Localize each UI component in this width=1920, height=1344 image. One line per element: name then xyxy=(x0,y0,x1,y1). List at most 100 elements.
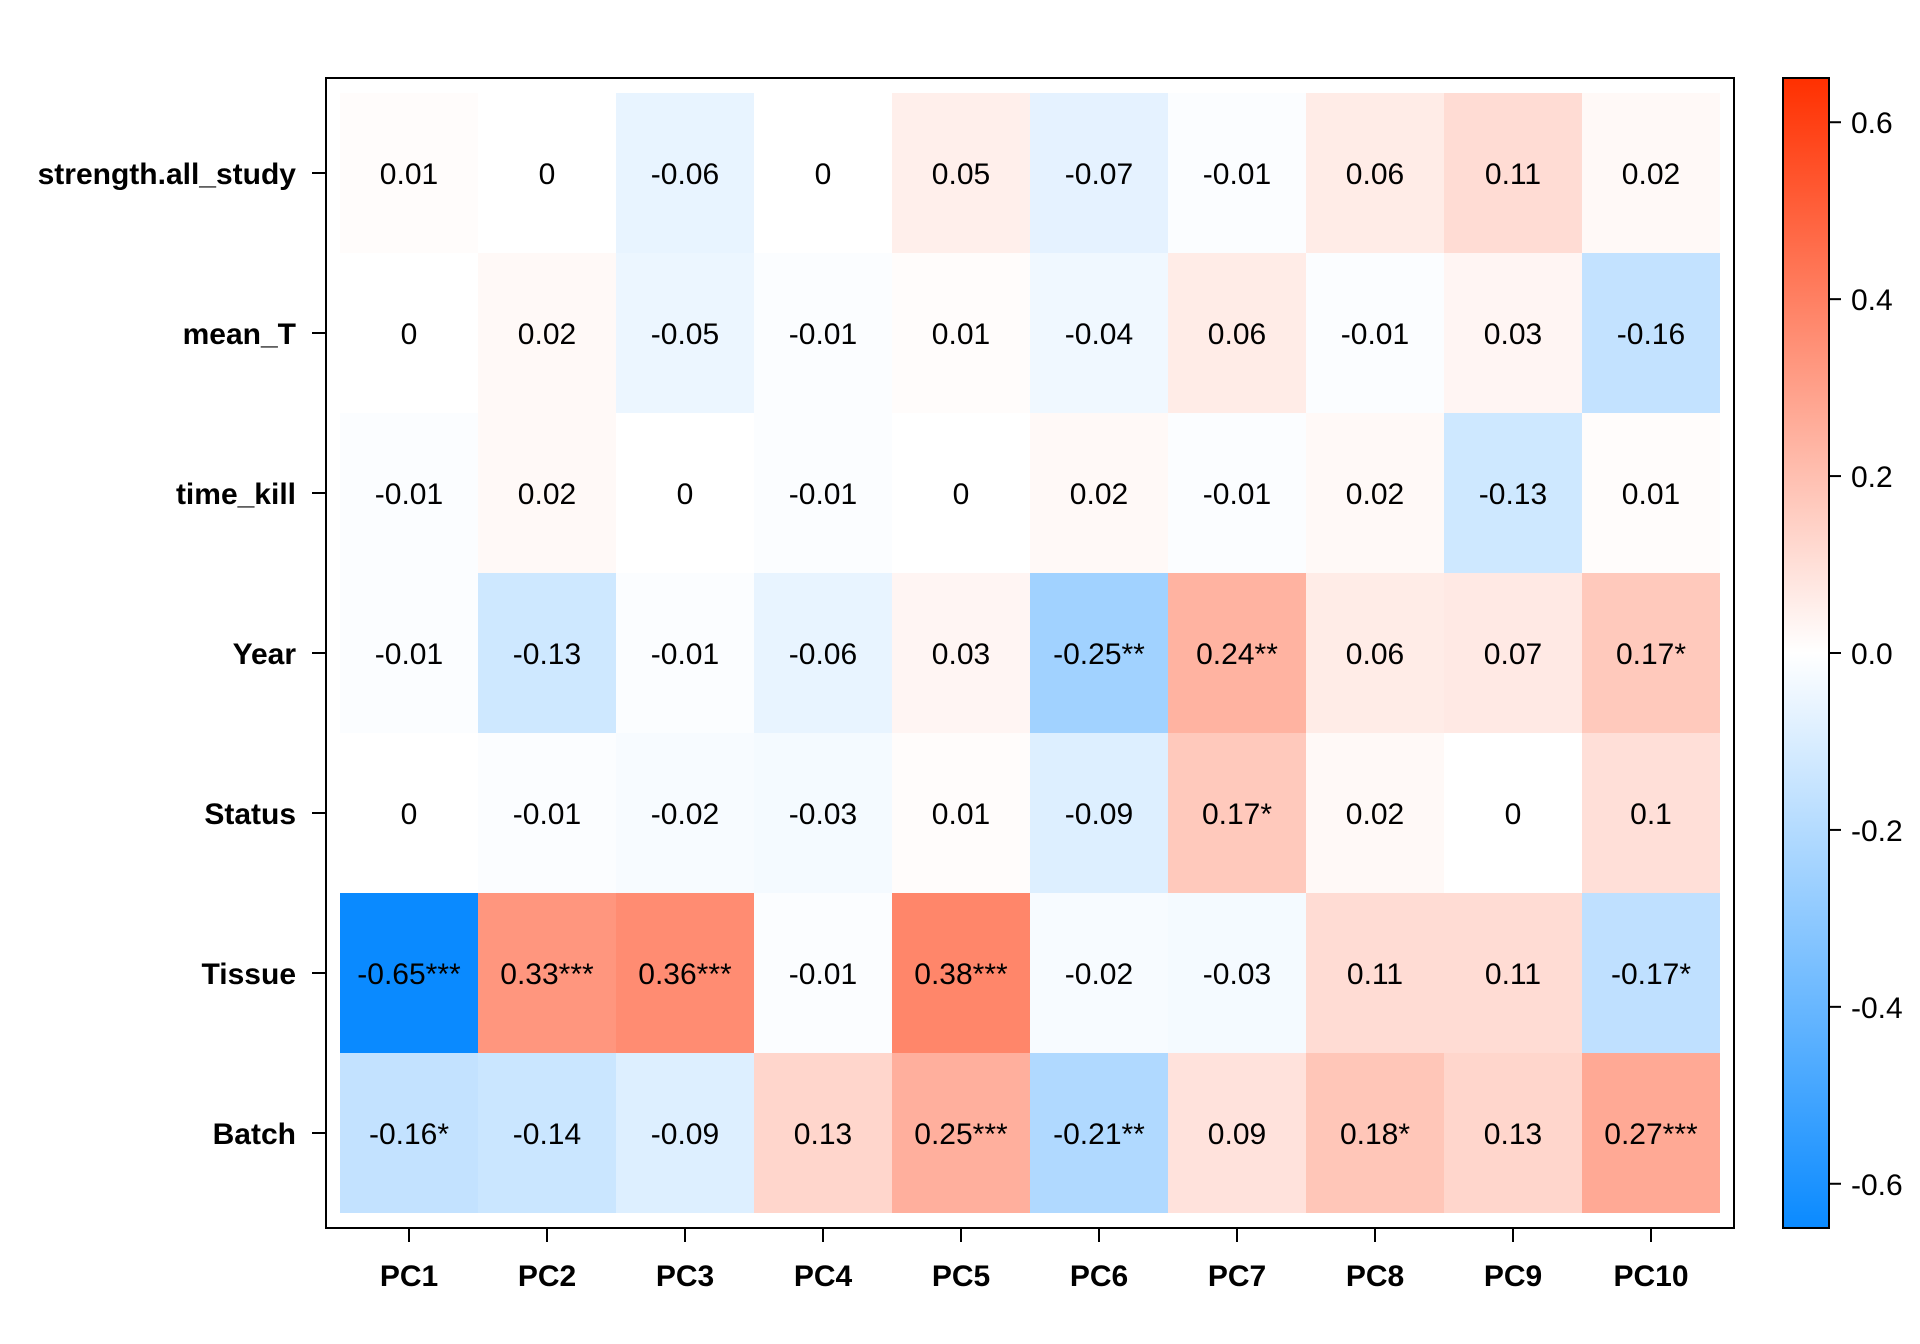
cell-value-label: 0.01 xyxy=(1622,478,1680,511)
colorbar-tick-label: 0.0 xyxy=(1851,638,1893,671)
cell-value-label: 0.03 xyxy=(1484,318,1542,351)
cell-value-label: -0.25** xyxy=(1053,638,1145,671)
cell-value-label: 0.13 xyxy=(1484,1118,1542,1151)
heatmap-cell xyxy=(1582,93,1720,253)
cell-value-label: 0.07 xyxy=(1484,638,1542,671)
heatmap-cell xyxy=(340,893,478,1053)
column-label: PC8 xyxy=(1346,1260,1404,1293)
heatmap-cell xyxy=(754,893,892,1053)
row-label: time_kill xyxy=(176,478,296,511)
heatmap-cell xyxy=(1030,893,1168,1053)
cell-value-label: -0.05 xyxy=(651,318,719,351)
cell-value-label: -0.09 xyxy=(651,1118,719,1151)
heatmap-cell xyxy=(1168,893,1306,1053)
cell-value-label: 0 xyxy=(677,478,694,511)
colorbar-tick-label: -0.6 xyxy=(1851,1169,1903,1202)
heatmap-cell xyxy=(478,733,616,893)
column-label: PC5 xyxy=(932,1260,990,1293)
heatmap-cell xyxy=(1168,93,1306,253)
cell-value-label: 0 xyxy=(1505,798,1522,831)
heatmap-cell xyxy=(754,413,892,573)
heatmap-cell xyxy=(616,253,754,413)
heatmap-cell xyxy=(1030,573,1168,733)
heatmap-cell xyxy=(340,93,478,253)
cell-value-label: -0.01 xyxy=(651,638,719,671)
heatmap-cell xyxy=(1168,1053,1306,1213)
heatmap-cell xyxy=(1444,1053,1582,1213)
cell-value-label: 0.06 xyxy=(1346,158,1404,191)
cell-value-label: 0 xyxy=(401,798,418,831)
cell-value-label: -0.09 xyxy=(1065,798,1133,831)
column-label: PC7 xyxy=(1208,1260,1266,1293)
column-label: PC9 xyxy=(1484,1260,1542,1293)
heatmap-cell xyxy=(616,573,754,733)
cell-value-label: -0.01 xyxy=(1203,158,1271,191)
heatmap-cell xyxy=(1306,413,1444,573)
cell-value-label: 0.02 xyxy=(1622,158,1680,191)
heatmap-cell xyxy=(1306,573,1444,733)
heatmap-cell xyxy=(892,1053,1030,1213)
heatmap-cell xyxy=(754,1053,892,1213)
cell-value-label: -0.01 xyxy=(789,958,857,991)
cell-value-label: 0.25*** xyxy=(914,1118,1008,1151)
column-axis: PC1 PC2 PC3 PC4 PC5 PC6 PC7 PC8 PC9 PC10 xyxy=(380,1228,1689,1293)
heatmap-cell xyxy=(754,253,892,413)
cell-value-label: 0 xyxy=(953,478,970,511)
cell-value-label: 0.06 xyxy=(1346,638,1404,671)
heatmap-cell xyxy=(892,733,1030,893)
heatmap-cell xyxy=(1030,253,1168,413)
heatmap-cell xyxy=(754,93,892,253)
heatmap-cell xyxy=(892,413,1030,573)
row-label: Tissue xyxy=(202,958,297,991)
row-label: Batch xyxy=(213,1118,296,1151)
heatmap-cell xyxy=(1444,893,1582,1053)
heatmap-cells: 0.01 0 -0.06 0 0.05 -0.07 -0.01 0.06 0.11 0.02 0 0.… xyxy=(340,93,1720,1213)
cell-value-label: 0.38*** xyxy=(914,958,1008,991)
heatmap-cell xyxy=(340,253,478,413)
row-label: Status xyxy=(204,798,296,831)
heatmap-cell xyxy=(1582,573,1720,733)
cell-value-label: 0.24** xyxy=(1196,638,1278,671)
row-label: mean_T xyxy=(183,318,296,351)
heatmap-cell xyxy=(1306,93,1444,253)
heatmap-cell xyxy=(754,573,892,733)
heatmap-cell xyxy=(1168,413,1306,573)
colorbar-tick-label: 0.6 xyxy=(1851,107,1893,140)
cell-value-label: -0.03 xyxy=(789,798,857,831)
cell-value-label: -0.06 xyxy=(789,638,857,671)
colorbar-gradient xyxy=(1782,77,1830,1229)
heatmap-cell xyxy=(478,1053,616,1213)
column-label: PC1 xyxy=(380,1260,438,1293)
cell-value-label: 0.11 xyxy=(1347,958,1403,991)
heatmap-cell xyxy=(1168,253,1306,413)
heatmap-cell xyxy=(1168,573,1306,733)
cell-value-label: -0.01 xyxy=(513,798,581,831)
heatmap-cell xyxy=(616,413,754,573)
colorbar-tick-label: 0.2 xyxy=(1851,461,1893,494)
heatmap-cell xyxy=(1306,253,1444,413)
heatmap-cell xyxy=(754,733,892,893)
cell-value-label: -0.06 xyxy=(651,158,719,191)
heatmap-cell xyxy=(616,893,754,1053)
cell-value-label: 0.11 xyxy=(1485,158,1541,191)
heatmap-cell xyxy=(1582,733,1720,893)
heatmap-cell xyxy=(1168,733,1306,893)
heatmap-cell xyxy=(478,893,616,1053)
cell-value-label: 0.05 xyxy=(932,158,990,191)
cell-value-label: -0.01 xyxy=(375,478,443,511)
cell-value-label: 0.13 xyxy=(794,1118,852,1151)
cell-value-label: -0.01 xyxy=(1341,318,1409,351)
heatmap-cell xyxy=(340,1053,478,1213)
heatmap-cell xyxy=(1030,733,1168,893)
row-label: Year xyxy=(233,638,297,671)
heatmap-cell xyxy=(1306,733,1444,893)
row-label: strength.all_study xyxy=(38,158,297,191)
heatmap-cell xyxy=(616,1053,754,1213)
cell-value-label: -0.21** xyxy=(1053,1118,1145,1151)
heatmap-cell xyxy=(1582,893,1720,1053)
heatmap-cell xyxy=(340,413,478,573)
cell-value-label: -0.04 xyxy=(1065,318,1133,351)
cell-value-label: 0.1 xyxy=(1630,798,1672,831)
cell-value-label: 0.33*** xyxy=(500,958,594,991)
column-label: PC6 xyxy=(1070,1260,1128,1293)
